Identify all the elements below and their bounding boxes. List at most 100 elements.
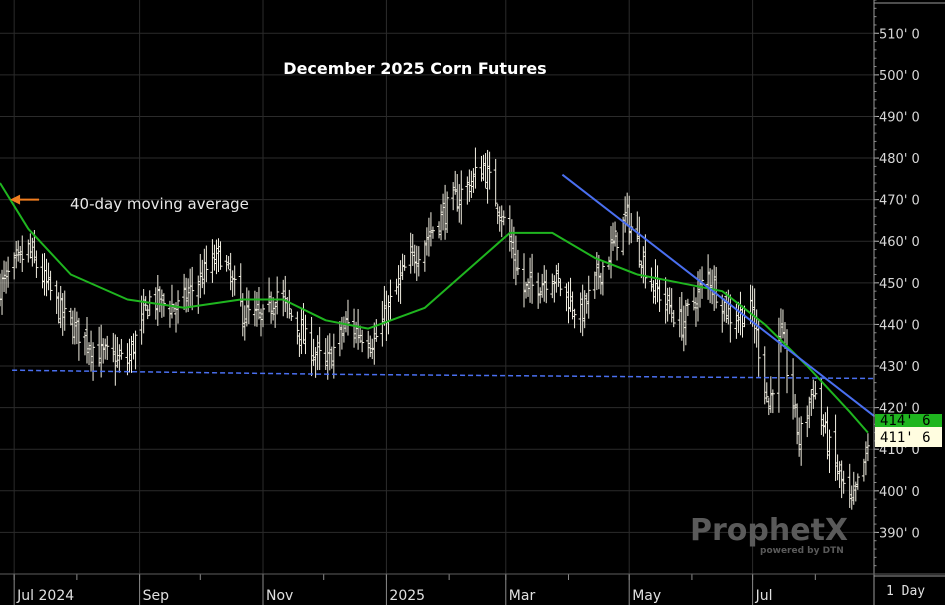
ohlc-bar: [459, 170, 464, 225]
ohlc-bar: [360, 329, 365, 353]
ohlc-bar: [303, 314, 308, 355]
ohlc-bar: [317, 326, 322, 371]
y-tick-label: 480' 0: [879, 152, 920, 167]
last-price-label: 411' 6: [880, 430, 931, 446]
ma-annotation-label: 40-day moving average: [70, 195, 249, 213]
ohlc-bar: [643, 234, 648, 289]
ohlc-bar: [295, 311, 300, 345]
ohlc-bar: [671, 310, 676, 328]
chart-title: December 2025 Corn Futures: [283, 59, 546, 78]
x-tick-label: May: [632, 588, 661, 604]
ohlc-bar: [331, 333, 336, 379]
ohlc-bar: [813, 381, 818, 400]
ohlc-bar: [430, 226, 435, 239]
ohlc-bar: [855, 473, 860, 490]
ohlc-bar: [48, 270, 53, 301]
period-selector[interactable]: 1 Day: [886, 584, 925, 599]
ohlc-bar: [501, 210, 506, 226]
annotations: 40-day moving average: [10, 194, 249, 213]
brand-tagline: powered by DTN: [760, 546, 844, 556]
ohlc-bar: [261, 304, 266, 328]
ohlc-bar: [119, 338, 124, 360]
x-tick-label: Jul: [755, 588, 773, 604]
x-tick-label: Mar: [509, 588, 536, 604]
ohlc-bar: [388, 279, 393, 322]
ohlc-bar: [493, 158, 498, 207]
ohlc-bar: [487, 151, 492, 190]
ohlc-bar: [756, 319, 761, 377]
chart-grid: [0, 0, 874, 574]
y-tick-label: 430' 0: [879, 360, 920, 375]
ohlc-bar: [799, 416, 804, 466]
moving-average-line: [0, 182, 869, 434]
y-tick-label: 500' 0: [879, 69, 920, 84]
ohlc-bar: [133, 330, 138, 370]
price-bars: [0, 147, 870, 510]
y-tick-label: 440' 0: [879, 318, 920, 333]
ohlc-bar: [530, 253, 535, 304]
y-tick-label: 390' 0: [879, 526, 920, 541]
ohlc-bar: [841, 470, 846, 494]
ohlc-bar: [345, 299, 350, 336]
y-tick-label: 490' 0: [879, 110, 920, 125]
ohlc-bar: [402, 254, 407, 271]
ohlc-bar: [105, 335, 110, 360]
ohlc-bar: [62, 290, 67, 331]
ma-price-tag: [875, 414, 942, 427]
ohlc-bar: [145, 305, 150, 320]
ohlc-bar: [275, 276, 280, 315]
overlay-lines: [0, 173, 875, 434]
support-line: [12, 369, 875, 380]
ohlc-bar: [556, 262, 561, 287]
y-tick-label: 470' 0: [879, 194, 920, 209]
ma-annotation-arrowhead: [10, 194, 21, 205]
ohlc-bar: [572, 308, 577, 329]
ohlc-bar: [143, 296, 148, 311]
y-tick-label: 420' 0: [879, 402, 920, 417]
ohlc-bar: [714, 266, 719, 309]
brand-watermark: ProphetX powered by DTN: [690, 513, 848, 556]
ohlc-bar: [764, 382, 769, 403]
ohlc-bar: [515, 249, 520, 276]
ma-price-tag-label: 414' 6: [880, 413, 931, 429]
ohlc-bar: [657, 278, 662, 312]
ohlc-bar: [600, 260, 605, 296]
ohlc-bar: [685, 298, 690, 317]
ohlc-bar: [91, 342, 96, 381]
y-tick-label: 450' 0: [879, 277, 920, 292]
ohlc-bar: [289, 309, 294, 321]
ohlc-bar: [204, 245, 209, 283]
ohlc-bar: [558, 278, 563, 297]
ohlc-bar: [374, 319, 379, 342]
period-label[interactable]: 1 Day: [886, 584, 925, 599]
ohlc-bar: [20, 235, 25, 272]
ohlc-bar: [445, 191, 450, 233]
ohlc-bar: [218, 241, 223, 270]
ohlc-bar: [586, 275, 591, 319]
ohlc-bar: [473, 147, 478, 189]
ohlc-bar: [770, 389, 775, 414]
ohlc-bar: [615, 232, 620, 261]
y-tick-label: 510' 0: [879, 27, 920, 42]
ohlc-bar: [232, 265, 237, 296]
x-tick-label: Jul 2024: [16, 588, 74, 604]
ohlc-bar: [827, 429, 832, 474]
brand-name: ProphetX: [690, 513, 848, 548]
y-tick-label: 400' 0: [879, 485, 920, 500]
downtrend-line: [561, 173, 875, 417]
ohlc-bar: [190, 266, 195, 311]
ohlc-bar: [246, 290, 251, 324]
x-axis: Jul 2024 Sep Nov 2025 Mar May Jul: [0, 573, 945, 605]
price-tags: 414' 6 411' 6: [875, 413, 942, 447]
ohlc-bar: [613, 221, 618, 247]
y-tick-label: 460' 0: [879, 235, 920, 250]
ohlc-bar: [76, 317, 81, 361]
x-tick-label: Sep: [143, 588, 170, 604]
last-price-tag: [875, 427, 942, 447]
ohlc-bar: [34, 250, 39, 278]
x-tick-label: 2025: [389, 588, 425, 604]
ohlc-bar: [544, 269, 549, 304]
x-tick-label: Nov: [266, 588, 293, 604]
